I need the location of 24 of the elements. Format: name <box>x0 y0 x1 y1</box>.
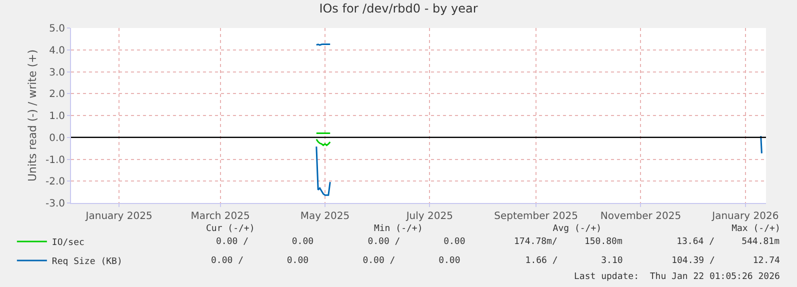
y-tick-label: 4.0 <box>49 45 65 56</box>
y-tick-label: -3.0 <box>45 198 65 210</box>
text: Last update: Thu Jan 22 01:05:26 2026 <box>574 272 780 282</box>
x-tick-label: September 2025 <box>494 211 578 222</box>
y-tick-label: 1.0 <box>49 111 65 122</box>
y-axis-title: Units read (-) / write (+) <box>26 49 40 182</box>
y-tick-label: 2.0 <box>49 89 65 100</box>
x-tick-label: January 2026 <box>711 211 779 222</box>
text: Cur (-/+) Min (-/+) Avg (-/+) Max (-/+) <box>206 224 780 234</box>
legend-label: Req Size (KB) <box>52 257 122 268</box>
y-tick-label: -2.0 <box>45 176 65 188</box>
chart-title: IOs for /dev/rbd0 - by year <box>319 2 478 16</box>
y-tick-label: 0.0 <box>49 132 65 144</box>
y-tick-label: 3.0 <box>49 67 65 78</box>
text: 0.00 / 0.00 0.00 / 0.00 1.66 / 3.10 104.39 / 12.74 <box>211 256 780 266</box>
x-tick-label: July 2025 <box>405 211 453 222</box>
x-tick-label: March 2025 <box>190 211 250 222</box>
y-tick-label: -1.0 <box>45 154 65 166</box>
x-tick-label: January 2025 <box>84 211 152 222</box>
y-tick-label: 5.0 <box>49 24 65 34</box>
legend-label: IO/sec <box>52 238 84 248</box>
x-tick-label: November 2025 <box>600 211 682 222</box>
x-tick-label: May 2025 <box>300 211 350 222</box>
text: 0.00 / 0.00 0.00 / 0.00 174.78m/ 150.80m 13.64 / 544.81m <box>216 237 780 247</box>
